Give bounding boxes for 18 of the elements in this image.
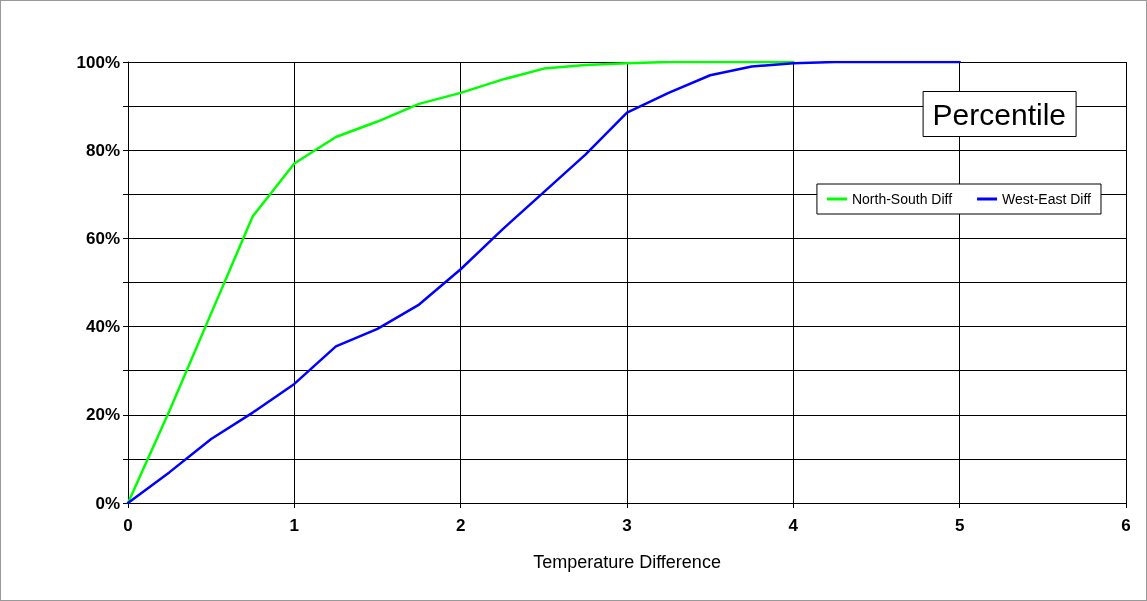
x-tick-label: 2 [455,516,466,535]
x-tick-label: 3 [622,516,632,535]
x-axis-title: Temperature Difference [533,552,721,572]
y-tick-label: 80% [85,140,120,160]
y-tick-label: 20% [85,405,120,425]
legend-label: North-South Diff [851,191,953,207]
x-tick-label: 0 [123,516,133,535]
y-tick-label: 40% [85,317,120,337]
x-tick-label: 5 [954,516,965,535]
line-series [126,60,795,505]
y-tick-label: 60% [85,228,120,248]
y-tick-label: 100% [76,52,120,72]
y-tick-label: 0% [95,493,120,513]
legend-label: West-East Diff [1002,191,1092,207]
x-tick-label: 6 [1121,516,1131,535]
x-tick-label: 4 [788,516,799,535]
x-tick-label: 1 [289,516,300,535]
text: Percentile [932,97,1066,131]
